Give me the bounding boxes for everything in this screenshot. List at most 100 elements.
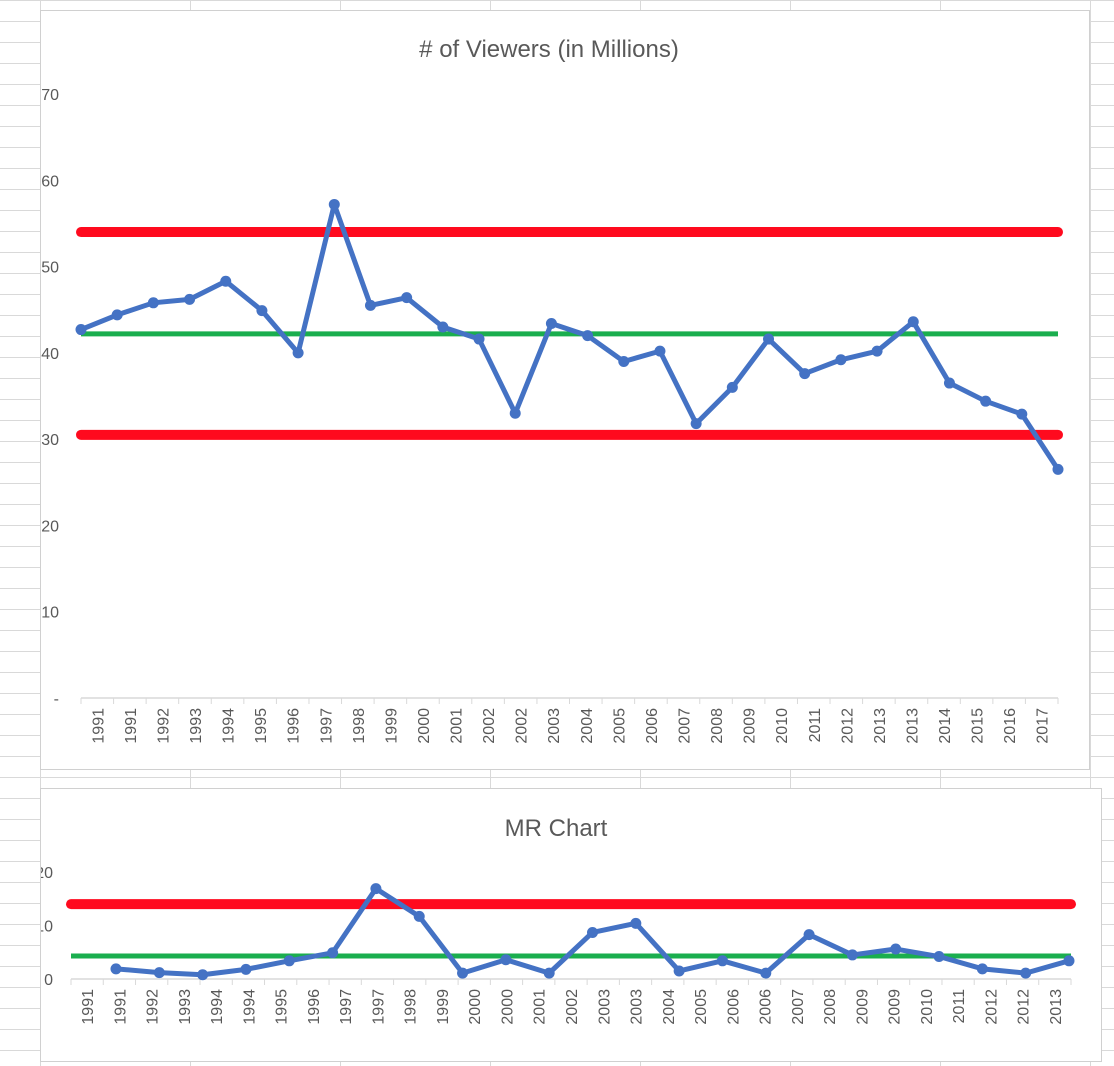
data-point	[256, 305, 268, 317]
x-tick-label: 2008	[709, 708, 726, 744]
x-tick-label: 2011	[807, 708, 824, 743]
x-tick-label: 1996	[306, 989, 323, 1025]
x-tick-label: 1997	[318, 708, 335, 744]
data-point	[760, 967, 772, 979]
x-tick-label: 2003	[546, 708, 563, 744]
x-tick-label: 2000	[499, 989, 516, 1025]
data-point	[473, 333, 485, 345]
x-tick-label: 2008	[822, 989, 839, 1025]
x-tick-label: 1992	[155, 708, 172, 744]
data-point	[803, 929, 815, 941]
x-tick-label: 2000	[416, 708, 433, 744]
data-point	[690, 418, 702, 430]
x-tick-label: 1994	[241, 989, 258, 1025]
data-point	[943, 377, 955, 389]
data-point	[413, 910, 425, 922]
chart-title: MR Chart	[505, 815, 608, 842]
x-tick-label: 1998	[351, 708, 368, 744]
x-tick-label: 2013	[1048, 989, 1065, 1025]
data-point	[509, 407, 521, 419]
data-point	[240, 963, 252, 975]
x-tick-label: 2015	[970, 708, 987, 744]
data-point	[328, 198, 340, 210]
x-tick-label: 1997	[370, 989, 387, 1025]
data-point	[846, 949, 858, 961]
x-tick-label: 2010	[919, 989, 936, 1025]
y-tick-label: 20	[41, 865, 53, 882]
y-tick-label: 60	[41, 173, 59, 190]
mr-chart[interactable]: MR Chart 0 10 20 1991 1991 1992 1993 1994 1994 199…	[40, 788, 1102, 1062]
x-tick-label: 2006	[725, 989, 742, 1025]
x-tick-label: 1996	[286, 708, 303, 744]
x-tick-label: 2001	[532, 989, 549, 1025]
y-tick-label: -	[54, 691, 59, 708]
x-tick-label: 2009	[742, 708, 759, 744]
data-point	[716, 955, 728, 967]
data-point	[1052, 463, 1064, 475]
mr-chart-svg: MR Chart 0 10 20 1991 1991 1992 1993 1994 1994 199…	[41, 815, 1076, 1025]
data-point	[110, 963, 122, 975]
x-tick-label: 2006	[644, 708, 661, 744]
data-point	[197, 969, 209, 981]
viewers-chart[interactable]: # of Viewers (in Millions) - 10 20 30 40 50 60 7…	[40, 10, 1090, 770]
x-tick-label: 2004	[579, 708, 596, 744]
data-point	[370, 883, 382, 895]
y-tick-label: 10	[41, 919, 53, 936]
data-point	[545, 318, 557, 330]
x-tick-label: 1993	[188, 708, 205, 744]
data-point	[1020, 967, 1032, 979]
data-point	[835, 354, 847, 366]
x-tick-label: 1998	[403, 989, 420, 1025]
data-point	[184, 293, 196, 305]
x-tick-label: 1999	[435, 989, 452, 1025]
data-point	[401, 292, 413, 304]
data-point	[543, 967, 555, 979]
x-tick-label: 2009	[854, 989, 871, 1025]
x-tick-label: 1991	[123, 708, 140, 744]
chart-title: # of Viewers (in Millions)	[419, 36, 679, 63]
x-tick-label: 1993	[177, 989, 194, 1025]
x-tick-label: 2001	[449, 708, 466, 744]
viewers-chart-svg: # of Viewers (in Millions) - 10 20 30 40 50 60 7…	[41, 36, 1064, 744]
x-tick-label: 2012	[1016, 989, 1033, 1025]
data-point	[283, 955, 295, 967]
data-point	[871, 345, 883, 357]
data-point	[1063, 955, 1075, 967]
data-point	[147, 297, 159, 309]
x-tick-label: 2003	[596, 989, 613, 1025]
x-tick-label: 2002	[481, 708, 498, 744]
x-tick-label: 2013	[904, 708, 921, 744]
x-tick-label: 2009	[887, 989, 904, 1025]
data-point	[292, 347, 304, 359]
x-tick-label: 2002	[514, 708, 531, 744]
data-point	[1016, 408, 1028, 420]
x-tick-label: 2013	[872, 708, 889, 744]
x-tick-label: 2000	[467, 989, 484, 1025]
x-tick-label: 2012	[839, 708, 856, 744]
data-point	[111, 309, 123, 321]
x-tick-label: 1995	[274, 989, 291, 1025]
data-point	[976, 963, 988, 975]
x-tick-label: 1994	[209, 989, 226, 1025]
data-point	[220, 275, 232, 287]
y-tick-label: 40	[41, 346, 59, 363]
x-tick-label: 2007	[790, 989, 807, 1025]
data-point	[437, 321, 449, 333]
x-tick-label: 1991	[80, 989, 97, 1025]
x-tick-label: 1991	[112, 989, 129, 1025]
y-tick-label: 0	[44, 972, 53, 989]
y-tick-label: 70	[41, 87, 59, 104]
data-point	[587, 926, 598, 938]
data-point	[654, 345, 666, 357]
x-tick-label: 2016	[1002, 708, 1019, 744]
data-point	[618, 355, 630, 367]
y-tick-label: 10	[41, 605, 59, 622]
x-tick-label: 2012	[983, 989, 1000, 1025]
data-point	[933, 951, 945, 963]
data-point	[799, 368, 811, 380]
x-tick-label: 1997	[338, 989, 355, 1025]
x-tick-label: 2007	[676, 708, 693, 744]
x-tick-label: 2004	[661, 989, 678, 1025]
data-point	[75, 324, 87, 336]
x-tick-label: 2006	[758, 989, 775, 1025]
